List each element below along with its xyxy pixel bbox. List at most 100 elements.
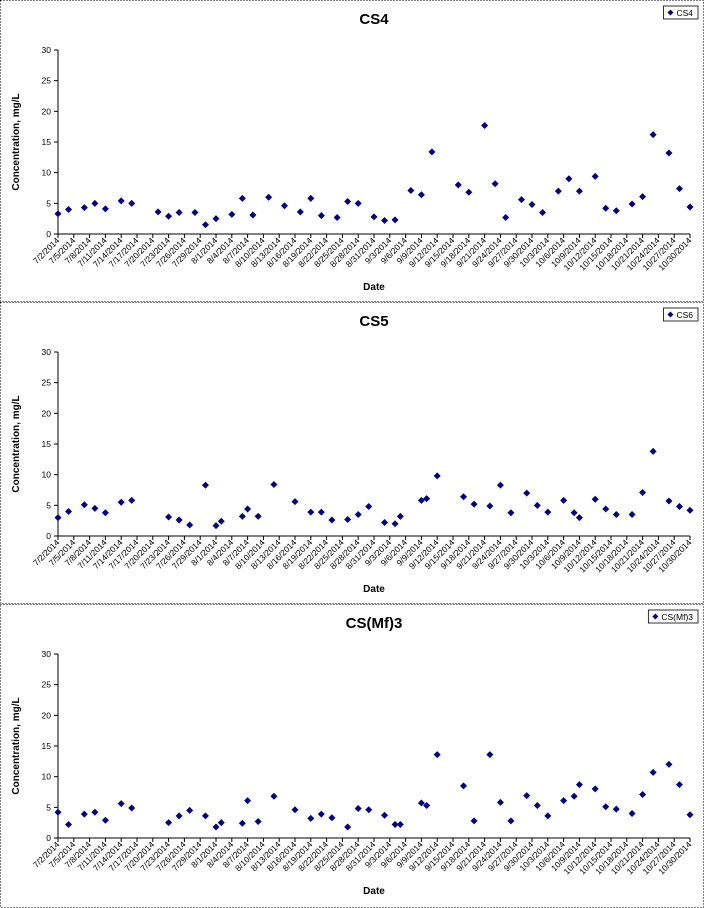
data-point bbox=[465, 188, 473, 196]
data-point bbox=[470, 500, 478, 508]
legend-marker bbox=[667, 311, 674, 318]
data-point bbox=[201, 812, 209, 820]
data-point bbox=[602, 803, 610, 811]
legend-marker bbox=[652, 613, 659, 620]
data-point bbox=[101, 205, 109, 213]
data-point bbox=[212, 215, 220, 223]
data-point bbox=[317, 810, 325, 818]
data-point bbox=[507, 509, 515, 517]
data-point bbox=[365, 806, 373, 814]
y-tick-label: 5 bbox=[46, 198, 51, 208]
data-point bbox=[201, 481, 209, 489]
data-point bbox=[570, 509, 578, 517]
data-point bbox=[238, 819, 246, 827]
y-tick-label: 25 bbox=[42, 680, 52, 690]
y-axis-label: Concentration, mg/L bbox=[11, 697, 22, 794]
y-tick-label: 15 bbox=[42, 741, 52, 751]
data-point bbox=[80, 810, 88, 818]
data-point bbox=[533, 501, 541, 509]
legend-box bbox=[663, 5, 699, 20]
data-point bbox=[307, 814, 315, 822]
legend: CS6 bbox=[663, 307, 699, 322]
legend-marker bbox=[667, 9, 674, 16]
data-point bbox=[639, 193, 647, 201]
data-point bbox=[91, 808, 99, 816]
data-point bbox=[423, 495, 431, 503]
data-point bbox=[117, 498, 125, 506]
data-point bbox=[602, 505, 610, 513]
chart-panel: CS(Mf)3 Date Concentration, mg/L 0 5 10 15 20 25… bbox=[0, 604, 704, 908]
data-point bbox=[433, 751, 441, 759]
data-point bbox=[270, 792, 278, 800]
data-point bbox=[396, 512, 404, 520]
data-point bbox=[65, 821, 73, 829]
data-point bbox=[565, 175, 573, 183]
data-point bbox=[628, 511, 636, 519]
data-point bbox=[423, 801, 431, 809]
data-point bbox=[575, 187, 583, 195]
data-point bbox=[65, 507, 73, 515]
data-point bbox=[575, 514, 583, 522]
data-point bbox=[307, 194, 315, 202]
data-point bbox=[486, 751, 494, 759]
data-point bbox=[612, 805, 620, 813]
data-point bbox=[396, 821, 404, 829]
y-tick-label: 20 bbox=[42, 106, 52, 116]
data-point bbox=[91, 199, 99, 207]
x-axis-label: Date bbox=[363, 282, 385, 293]
data-point bbox=[460, 493, 468, 501]
data-point bbox=[175, 516, 183, 524]
y-tick-label: 0 bbox=[46, 229, 51, 239]
y-tick-label: 15 bbox=[42, 137, 52, 147]
data-point bbox=[117, 800, 125, 808]
data-point bbox=[291, 806, 299, 814]
data-point bbox=[391, 520, 399, 528]
data-point bbox=[186, 806, 194, 814]
y-tick-label: 5 bbox=[46, 500, 51, 510]
data-point bbox=[354, 511, 362, 519]
data-point bbox=[175, 209, 183, 217]
data-point bbox=[128, 804, 136, 812]
data-point bbox=[649, 131, 657, 139]
data-point bbox=[165, 819, 173, 827]
data-point bbox=[186, 521, 194, 529]
data-point bbox=[591, 172, 599, 180]
data-point bbox=[381, 519, 389, 527]
data-point bbox=[80, 204, 88, 212]
data-point bbox=[417, 799, 425, 807]
y-tick-label: 30 bbox=[42, 649, 52, 659]
data-point bbox=[460, 782, 468, 790]
chart-title: CS(Mf)3 bbox=[346, 615, 403, 632]
y-tick-label: 10 bbox=[42, 772, 52, 782]
data-point bbox=[91, 504, 99, 512]
data-point bbox=[296, 208, 304, 216]
panel-border bbox=[0, 302, 704, 604]
y-tick-label: 20 bbox=[42, 710, 52, 720]
data-point bbox=[128, 496, 136, 504]
y-axis-label: Concentration, mg/L bbox=[11, 93, 22, 190]
data-point bbox=[675, 781, 683, 789]
data-point bbox=[649, 768, 657, 776]
data-point bbox=[612, 511, 620, 519]
data-point bbox=[238, 194, 246, 202]
data-point bbox=[417, 496, 425, 504]
data-point bbox=[254, 512, 262, 520]
data-point bbox=[280, 202, 288, 210]
data-point bbox=[344, 197, 352, 205]
data-point bbox=[80, 501, 88, 509]
data-point bbox=[639, 790, 647, 798]
data-point bbox=[244, 505, 252, 513]
y-tick-label: 20 bbox=[42, 408, 52, 418]
data-point bbox=[554, 187, 562, 195]
y-tick-label: 10 bbox=[42, 470, 52, 480]
data-point bbox=[544, 508, 552, 516]
data-point bbox=[54, 808, 62, 816]
data-point bbox=[212, 522, 220, 530]
data-point bbox=[628, 200, 636, 208]
data-point bbox=[591, 785, 599, 793]
data-point bbox=[270, 480, 278, 488]
data-point bbox=[238, 512, 246, 520]
data-point bbox=[265, 193, 273, 201]
data-point bbox=[417, 191, 425, 199]
